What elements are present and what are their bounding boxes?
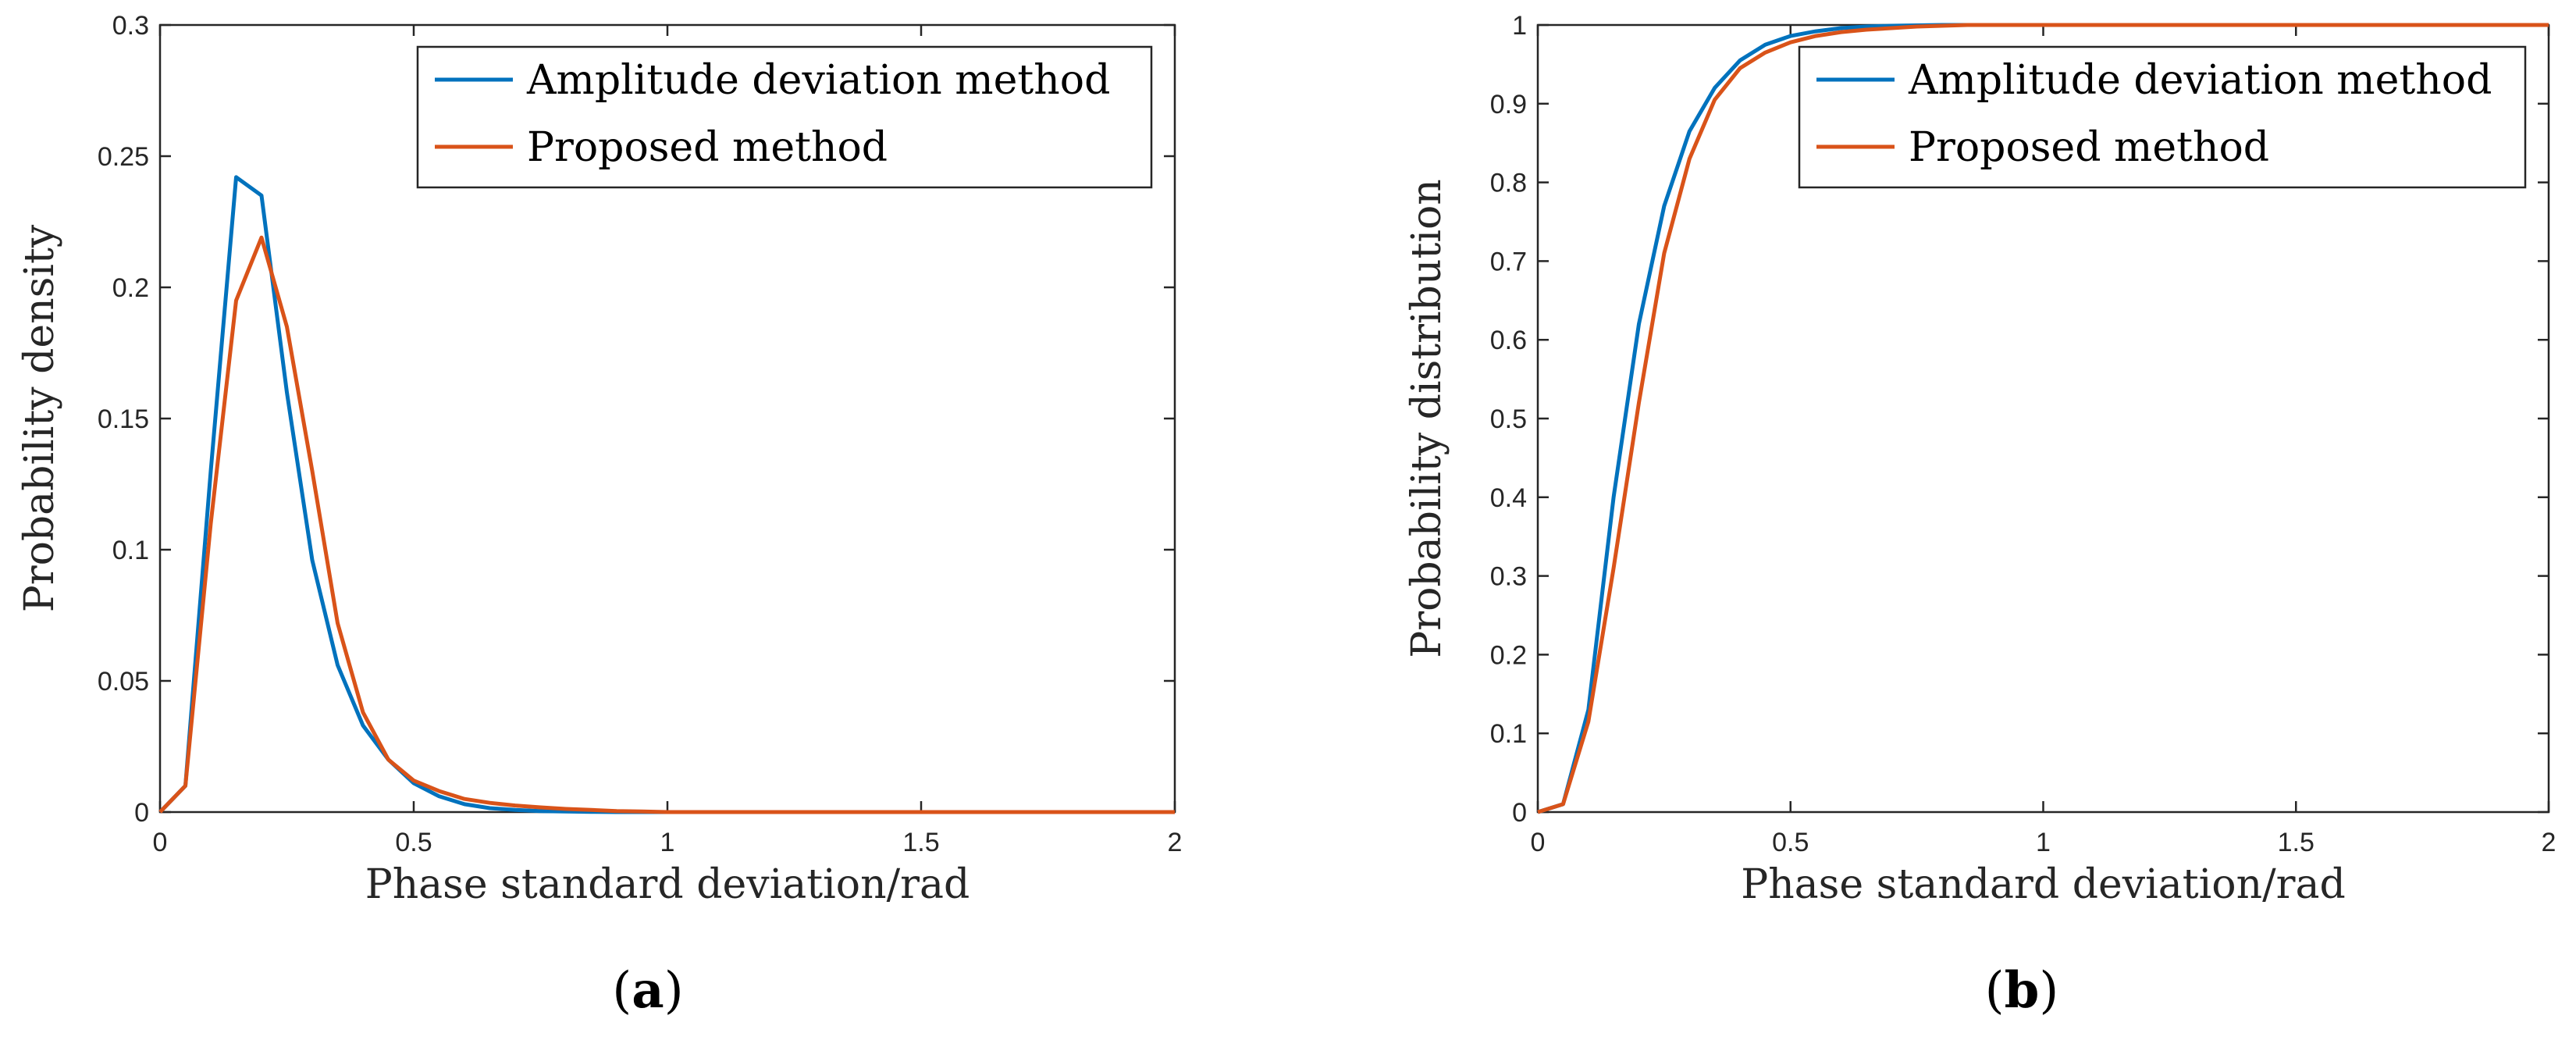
chart-panel-a: 0 0.5 1 1.5 2 0 0.05 0.1 0.15 0.2 0.25 0.3 Phase sta… <box>16 11 1182 1020</box>
panel-label-open: ( <box>1985 962 2005 1020</box>
y-axis-label: Probability distribution <box>1404 179 1450 658</box>
y-tick-label: 0.6 <box>1490 326 1527 355</box>
series-line-proposed <box>158 235 1175 814</box>
y-tick-label: 0.15 <box>98 404 149 434</box>
panel-label-close: ) <box>2039 962 2058 1020</box>
y-tick-label: 1 <box>1512 11 1527 41</box>
x-tick-label: 2 <box>2542 828 2556 857</box>
series-line-proposed <box>1537 23 2549 814</box>
chart-panel-b: 0 0.5 1 1.5 2 0 0.1 0.2 0.3 0.4 0.5 0.6 0.7 0.8 0.9 1 Ph… <box>1404 11 2556 1020</box>
x-tick-label: 1 <box>660 828 675 857</box>
y-tick-label: 0.2 <box>112 273 149 303</box>
y-tick-label: 0.4 <box>1490 483 1527 513</box>
panel-label-open: ( <box>612 962 632 1020</box>
y-tick-label: 0.05 <box>98 667 149 697</box>
x-tick-label: 0 <box>153 828 168 857</box>
panel-label: (b) <box>1985 961 2059 1020</box>
y-tick-label: 0 <box>134 798 149 828</box>
panel-label-letter: a <box>632 961 664 1020</box>
y-tick-label: 0.3 <box>1490 562 1527 592</box>
panel-label-close: ) <box>664 962 684 1020</box>
y-tick-label: 0.25 <box>98 142 149 172</box>
legend-entry-label: Proposed method <box>1909 124 2269 171</box>
y-tick-label: 0.1 <box>112 536 149 565</box>
y-tick-label: 0 <box>1512 798 1527 828</box>
legend-entry-label: Proposed method <box>527 124 888 171</box>
x-tick-label: 0.5 <box>1772 828 1809 857</box>
y-tick-label: 0.8 <box>1490 169 1527 198</box>
legend-box <box>1798 45 2527 189</box>
x-tick-label: 1.5 <box>2278 828 2314 857</box>
y-tick-label: 0.7 <box>1490 247 1527 276</box>
y-tick-label: 0.3 <box>112 11 149 41</box>
x-axis-label: Phase standard deviation/rad <box>1741 861 2346 908</box>
legend: Amplitude deviation method Proposed metho… <box>416 45 1153 189</box>
legend: Amplitude deviation method Proposed metho… <box>1798 45 2527 189</box>
legend-box <box>416 45 1153 189</box>
x-tick-label: 0 <box>1531 828 1546 857</box>
y-tick-label: 0.2 <box>1490 640 1527 670</box>
x-tick-label: 0.5 <box>395 828 432 857</box>
x-tick-label: 2 <box>1168 828 1183 857</box>
y-tick-label: 0.9 <box>1490 90 1527 119</box>
x-tick-label: 1.5 <box>902 828 939 857</box>
panel-label: (a) <box>612 961 683 1020</box>
y-tick-label: 0.5 <box>1490 404 1527 434</box>
x-axis-label: Phase standard deviation/rad <box>365 861 970 908</box>
x-tick-label: 1 <box>2036 828 2051 857</box>
y-tick-label: 0.1 <box>1490 719 1527 749</box>
y-axis-label: Probability density <box>16 224 63 612</box>
panel-label-letter: b <box>2005 961 2040 1020</box>
legend-entry-label: Amplitude deviation method <box>1908 57 2492 104</box>
legend-entry-label: Amplitude deviation method <box>526 57 1110 104</box>
